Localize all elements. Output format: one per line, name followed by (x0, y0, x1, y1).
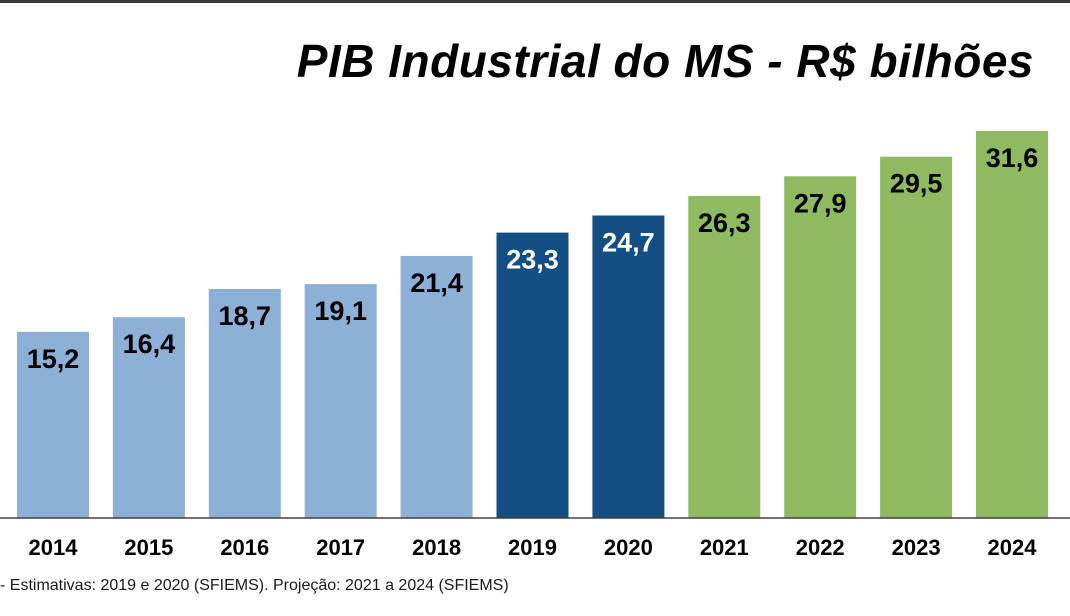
data-label-2016: 18,7 (219, 301, 272, 331)
data-label-2022: 27,9 (794, 188, 847, 218)
bar-2017 (304, 284, 377, 518)
bar-2024 (976, 131, 1048, 518)
bar-2022 (784, 176, 857, 519)
bar-2023 (880, 156, 953, 518)
bar-2015 (112, 317, 185, 518)
bar-2019 (496, 232, 569, 518)
data-label-2024: 31,6 (986, 143, 1039, 173)
data-label-2021: 26,3 (698, 208, 751, 238)
x-tick-2018: 2018 (412, 535, 461, 560)
x-tick-labels-group: 2014 2015 2016 2017 2018 2019 2020 2021 2022 2023… (29, 535, 1038, 560)
data-label-2020: 24,7 (602, 228, 655, 258)
x-tick-2024: 2024 (988, 535, 1038, 560)
bar-2021 (688, 195, 761, 518)
x-tick-2023: 2023 (892, 535, 941, 560)
bar-2014 (17, 331, 89, 518)
data-label-2015: 16,4 (123, 329, 176, 359)
bar-2020 (592, 215, 665, 518)
x-tick-2017: 2017 (316, 535, 365, 560)
x-tick-2021: 2021 (700, 535, 749, 560)
data-labels-group: 15,2 16,4 18,7 19,1 21,4 23,3 24,7 26,3 27,9 29,5… (27, 143, 1039, 374)
x-tick-2015: 2015 (124, 535, 173, 560)
footnote: - Estimativas: 2019 e 2020 (SFIEMS). Pro… (0, 577, 509, 594)
top-border-line (0, 0, 1070, 3)
x-tick-2016: 2016 (220, 535, 269, 560)
data-label-2017: 19,1 (314, 296, 367, 326)
x-tick-2019: 2019 (508, 535, 557, 560)
x-tick-2014: 2014 (29, 535, 79, 560)
data-label-2023: 29,5 (890, 169, 943, 199)
x-tick-2020: 2020 (604, 535, 653, 560)
bar-2018 (400, 255, 473, 518)
x-tick-2022: 2022 (796, 535, 845, 560)
chart-title: PIB Industrial do MS - R$ bilhões (296, 35, 1034, 87)
data-label-2018: 21,4 (410, 268, 463, 298)
bars-group (17, 131, 1048, 519)
data-label-2019: 23,3 (506, 245, 559, 275)
data-label-2014: 15,2 (27, 344, 80, 374)
bar-chart: 15,2 16,4 18,7 19,1 21,4 23,3 24,7 26,3 27,9 29,5… (0, 131, 1070, 560)
bar-2016 (208, 289, 281, 518)
